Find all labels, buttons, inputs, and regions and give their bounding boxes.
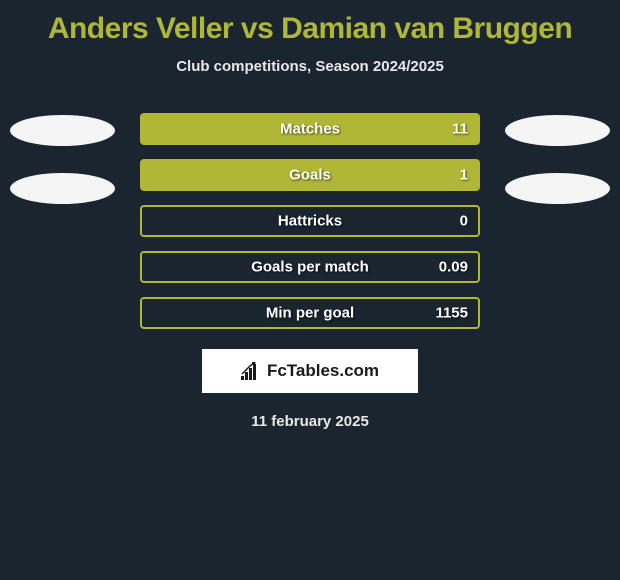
stat-bar-value: 1155: [435, 305, 468, 322]
logo-text: FcTables.com: [267, 361, 379, 381]
stat-bar-label: Hattricks: [278, 213, 342, 230]
stat-bar-label: Goals: [289, 167, 331, 184]
chart-icon: [241, 362, 263, 380]
stat-bar: Goals 1: [140, 159, 480, 191]
stats-area: Matches 11 Goals 1 Hattricks 0 Goals per match…: [0, 113, 620, 329]
player-avatar-placeholder: [10, 173, 115, 204]
stat-bar: Hattricks 0: [140, 205, 480, 237]
stat-bar: Matches 11: [140, 113, 480, 145]
player-avatar-placeholder: [505, 173, 610, 204]
player-avatar-placeholder: [505, 115, 610, 146]
left-player-column: [10, 113, 115, 204]
stat-bar-value: 0.09: [439, 259, 468, 276]
subtitle: Club competitions, Season 2024/2025: [176, 58, 444, 75]
stat-bar-label: Matches: [280, 121, 340, 138]
stat-bar: Goals per match 0.09: [140, 251, 480, 283]
page-title: Anders Veller vs Damian van Bruggen: [48, 12, 572, 46]
stat-bar-value: 0: [460, 213, 468, 230]
stat-bar-value: 1: [460, 167, 468, 184]
stat-bar-label: Goals per match: [251, 259, 369, 276]
comparison-infographic: Anders Veller vs Damian van Bruggen Club…: [0, 0, 620, 440]
date-label: 11 february 2025: [251, 413, 369, 430]
stat-bar: Min per goal 1155: [140, 297, 480, 329]
stat-bar-label: Min per goal: [266, 305, 354, 322]
stat-bar-value: 11: [452, 121, 468, 138]
source-logo[interactable]: FcTables.com: [202, 349, 418, 393]
right-player-column: [505, 113, 610, 204]
stat-bars-column: Matches 11 Goals 1 Hattricks 0 Goals per match…: [140, 113, 480, 329]
player-avatar-placeholder: [10, 115, 115, 146]
